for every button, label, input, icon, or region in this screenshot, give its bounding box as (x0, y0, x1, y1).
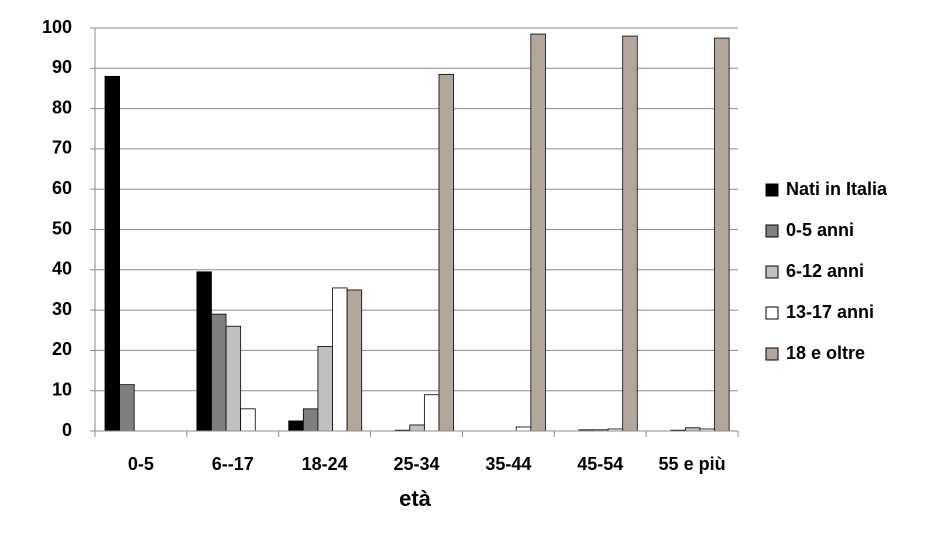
legend-label: 6-12 anni (786, 261, 864, 281)
bar (211, 313, 227, 432)
y-tick-label: 80 (52, 97, 72, 117)
x-tick-label: 55 e più (659, 454, 726, 474)
x-tick-label: 0-5 (128, 454, 154, 474)
bar (515, 426, 532, 432)
y-tick-label: 20 (52, 339, 72, 359)
legend-swatch (765, 306, 779, 320)
bar (240, 408, 256, 432)
legend-label: 13-17 anni (786, 302, 874, 322)
bar (104, 75, 121, 432)
y-tick-label: 50 (52, 218, 72, 238)
x-axis-label: età (399, 486, 432, 511)
bar (332, 287, 348, 432)
bar (196, 271, 212, 432)
x-tick-label: 45-54 (577, 454, 623, 474)
bar (438, 73, 454, 432)
bar (423, 394, 440, 432)
y-tick-label: 10 (52, 379, 72, 399)
bar (119, 384, 135, 432)
bar (346, 289, 363, 432)
legend-swatch (765, 347, 779, 361)
legend-label: 18 e oltre (786, 343, 865, 363)
bar (622, 35, 638, 432)
bar (317, 345, 333, 432)
bar (288, 420, 304, 432)
legend-swatch (765, 183, 779, 197)
legend-label: 0-5 anni (786, 220, 854, 240)
bar (530, 33, 546, 432)
y-tick-label: 40 (52, 259, 72, 279)
x-tick-label: 25-34 (393, 454, 439, 474)
x-tick-label: 35-44 (485, 454, 531, 474)
y-tick-label: 30 (52, 299, 72, 319)
legend-swatch (765, 224, 779, 238)
legend-label: Nati in Italia (786, 179, 888, 199)
y-tick-label: 90 (52, 57, 72, 77)
legend-swatch (765, 265, 779, 279)
bar (225, 325, 242, 432)
bar (302, 408, 319, 432)
y-tick-label: 100 (42, 17, 72, 37)
bar (409, 424, 425, 432)
x-tick-label: 6--17 (212, 454, 254, 474)
y-tick-label: 60 (52, 178, 72, 198)
bar (714, 37, 730, 432)
x-tick-label: 18-24 (302, 454, 348, 474)
y-tick-label: 0 (62, 420, 72, 440)
y-tick-label: 70 (52, 138, 72, 158)
